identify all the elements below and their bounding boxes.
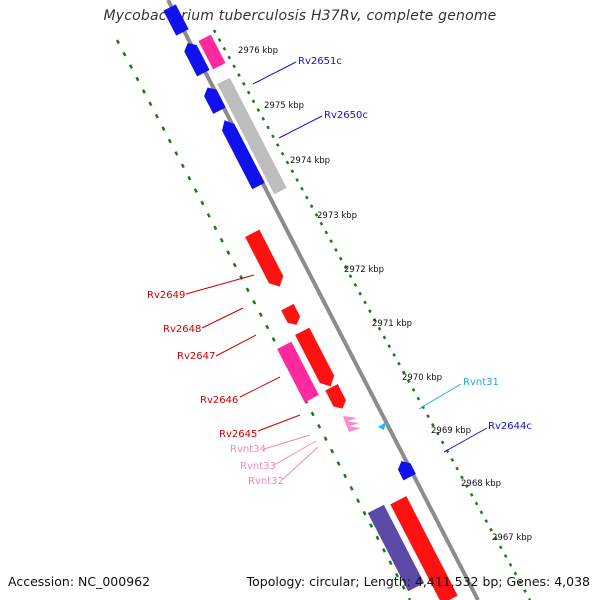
map-title: Mycobacterium tuberculosis H37Rv, comple… [103,8,497,24]
kbp-label: 2974 kbp [290,156,330,166]
gene-top-blue[interactable] [163,4,189,36]
genome-summary-text: Topology: circular; Length: 4,411,532 bp… [246,574,590,589]
gene-rvnt31[interactable] [378,422,386,430]
label-leaders [185,61,488,481]
gene-label-rvnt33[interactable]: Rvnt33 [240,461,276,472]
gene-labels: Rv2651c Rv2650c Rv2649 Rv2648 Rv2647 Rv2… [147,56,532,487]
gene-label-rv2649[interactable]: Rv2649 [147,290,185,301]
kbp-label: 2967 kbp [492,533,532,543]
accession-text: Accession: NC_000962 [8,574,151,589]
kbp-label: 2968 kbp [461,479,501,489]
gene-bottom-purple[interactable] [367,504,425,592]
gene-label-rv2651c[interactable]: Rv2651c [298,56,342,67]
gene-label-rv2648[interactable]: Rv2648 [163,324,201,335]
gene-rv2650c[interactable] [218,117,265,190]
kbp-label: 2971 kbp [372,319,412,329]
kbp-label: 2970 kbp [402,373,442,383]
gene-rv2646-pink[interactable] [277,341,319,403]
gene-rv2647[interactable] [295,327,338,390]
gene-rv2650c-upper[interactable] [201,84,226,114]
kbp-label: 2973 kbp [317,211,357,221]
gene-label-rvnt31[interactable]: Rvnt31 [463,377,499,388]
gene-label-rvnt32[interactable]: Rvnt32 [248,476,284,487]
gene-label-rv2647[interactable]: Rv2647 [177,351,215,362]
kbp-label: 2969 kbp [431,426,471,436]
inner-tick-ring [115,39,412,600]
kbp-label: 2976 kbp [238,46,278,56]
gene-label-rvnt34[interactable]: Rvnt34 [230,444,266,455]
kbp-label: 2972 kbp [344,265,384,275]
gene-label-rv2650c[interactable]: Rv2650c [324,110,368,121]
gene-rv2645[interactable] [325,384,348,412]
kbp-label: 2975 kbp [264,101,304,111]
rvnt-chevrons[interactable] [343,416,361,432]
gene-rv2648[interactable] [281,303,303,328]
gene-label-rv2646[interactable]: Rv2646 [200,395,238,406]
gene-grey[interactable] [217,77,287,195]
gene-pink-top[interactable] [198,34,226,70]
gene-label-rv2645[interactable]: Rv2645 [219,429,257,440]
gene-bottom-red[interactable] [390,496,458,600]
gene-rv2651c[interactable] [182,40,210,77]
gene-rv2649[interactable] [245,229,287,291]
kbp-labels: 2976 kbp 2975 kbp 2974 kbp 2973 kbp 2972… [238,46,532,543]
gene-rv2644c[interactable] [395,458,416,481]
gene-label-rv2644c[interactable]: Rv2644c [488,421,532,432]
